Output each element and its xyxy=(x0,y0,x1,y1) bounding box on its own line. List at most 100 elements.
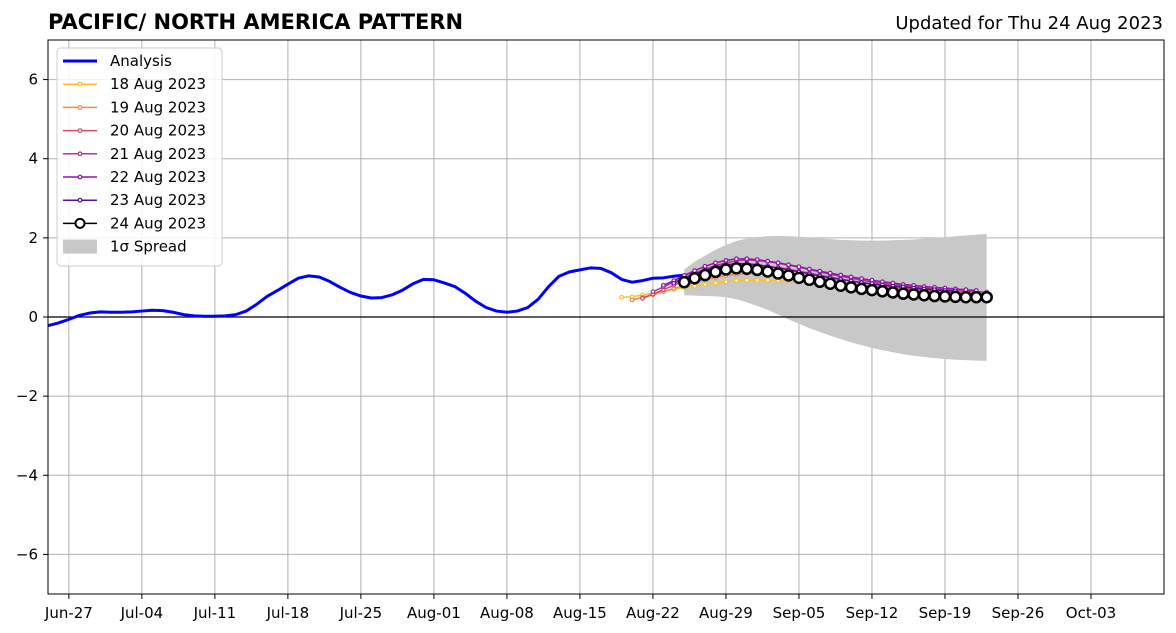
data-point xyxy=(754,277,760,283)
data-point xyxy=(640,296,645,301)
data-point xyxy=(786,262,791,268)
legend-item: 18 Aug 2023 xyxy=(63,75,206,93)
data-point xyxy=(848,274,854,280)
data-point xyxy=(949,290,962,304)
y-tick-label: −4 xyxy=(16,466,38,484)
x-tick-label: Jul-25 xyxy=(339,604,383,622)
data-point xyxy=(817,268,823,274)
data-point xyxy=(876,285,889,298)
data-point xyxy=(688,271,701,285)
data-point xyxy=(723,279,729,285)
legend-box xyxy=(56,47,223,267)
x-tick-label: Jul-18 xyxy=(266,604,310,622)
legend-item: 1σ Spread xyxy=(63,238,187,256)
data-point xyxy=(709,265,722,279)
data-point xyxy=(963,287,969,293)
legend-item: Analysis xyxy=(63,52,172,70)
series-group xyxy=(47,256,993,328)
legend-item: 23 Aug 2023 xyxy=(63,191,206,209)
y-tick-label: −6 xyxy=(16,545,38,563)
data-point xyxy=(660,282,666,288)
data-point xyxy=(806,266,812,272)
legend-label: 18 Aug 2023 xyxy=(110,75,206,93)
legend-swatch-spread xyxy=(63,239,97,254)
data-point xyxy=(733,256,739,262)
data-point xyxy=(754,257,760,263)
legend-swatch-marker xyxy=(77,128,83,134)
legend-label: 24 Aug 2023 xyxy=(110,214,206,232)
legend-label: 19 Aug 2023 xyxy=(110,98,206,116)
y-tick-label: 0 xyxy=(28,308,38,326)
series-line xyxy=(47,266,685,328)
legend-swatch-marker xyxy=(74,217,86,229)
axis-ticks: Jun-27 Jul-04 Jul-11 Jul-18 Jul-25 Aug-01 Aug-… xyxy=(16,71,1116,622)
data-point xyxy=(938,290,952,303)
data-point xyxy=(765,258,771,264)
data-point xyxy=(677,275,691,289)
data-point xyxy=(959,290,973,304)
data-point xyxy=(765,277,771,283)
data-point xyxy=(859,276,864,282)
x-tick-label: Aug-29 xyxy=(699,604,753,622)
data-point xyxy=(723,258,729,263)
data-point xyxy=(771,267,785,280)
x-tick-label: Aug-01 xyxy=(407,604,461,622)
data-point xyxy=(796,264,802,270)
data-point xyxy=(619,294,625,300)
data-point xyxy=(702,282,708,287)
data-point xyxy=(897,287,910,300)
legend-swatch-marker xyxy=(77,174,83,180)
legend-label: 23 Aug 2023 xyxy=(110,191,206,209)
data-point xyxy=(865,283,879,297)
data-point xyxy=(761,265,774,278)
y-tick-label: 4 xyxy=(28,150,38,168)
data-point xyxy=(838,272,844,278)
y-tick-label: −2 xyxy=(16,387,38,405)
legend-item: 22 Aug 2023 xyxy=(63,168,206,186)
legend-swatch-marker xyxy=(77,104,83,110)
legend-item: 19 Aug 2023 xyxy=(63,98,206,116)
series-0 xyxy=(47,266,685,328)
data-point xyxy=(907,288,920,301)
y-tick-label: 2 xyxy=(28,229,38,247)
data-point xyxy=(970,290,983,304)
x-tick-label: Sep-26 xyxy=(992,604,1045,622)
x-tick-label: Jul-11 xyxy=(193,604,237,622)
legend-label: Analysis xyxy=(110,52,172,70)
data-point xyxy=(782,269,795,282)
chart-subtitle: Updated for Thu 24 Aug 2023 xyxy=(895,13,1163,34)
legend-label: 20 Aug 2023 xyxy=(110,122,206,140)
data-point xyxy=(980,290,993,304)
data-point xyxy=(650,289,656,295)
legend-swatch-marker xyxy=(77,81,83,87)
legend-swatch-marker xyxy=(77,151,83,157)
chart-title: PACIFIC/ NORTH AMERICA PATTERN xyxy=(48,10,463,34)
data-point xyxy=(719,263,733,276)
x-tick-label: Aug-22 xyxy=(626,604,680,622)
x-tick-label: Sep-05 xyxy=(773,604,826,622)
data-point xyxy=(844,281,858,294)
series-line xyxy=(673,262,956,292)
data-point xyxy=(750,263,764,277)
data-point xyxy=(886,286,900,299)
data-point xyxy=(713,280,718,286)
data-point xyxy=(702,263,708,269)
legend-swatch-marker xyxy=(77,197,83,203)
data-point xyxy=(827,270,833,276)
data-point xyxy=(629,297,635,303)
data-point xyxy=(713,260,718,266)
x-tick-label: Sep-19 xyxy=(919,604,972,622)
x-tick-label: Aug-15 xyxy=(553,604,607,622)
legend-label: 22 Aug 2023 xyxy=(110,168,206,186)
legend-item: 21 Aug 2023 xyxy=(63,145,206,163)
data-point xyxy=(792,271,806,285)
y-tick-label: 6 xyxy=(28,71,38,89)
data-point xyxy=(744,256,750,262)
x-tick-label: Aug-08 xyxy=(480,604,534,622)
data-point xyxy=(917,288,931,302)
x-tick-label: Jul-04 xyxy=(120,604,164,622)
data-point xyxy=(855,282,868,296)
data-point xyxy=(671,280,677,286)
series-7 xyxy=(677,262,993,304)
